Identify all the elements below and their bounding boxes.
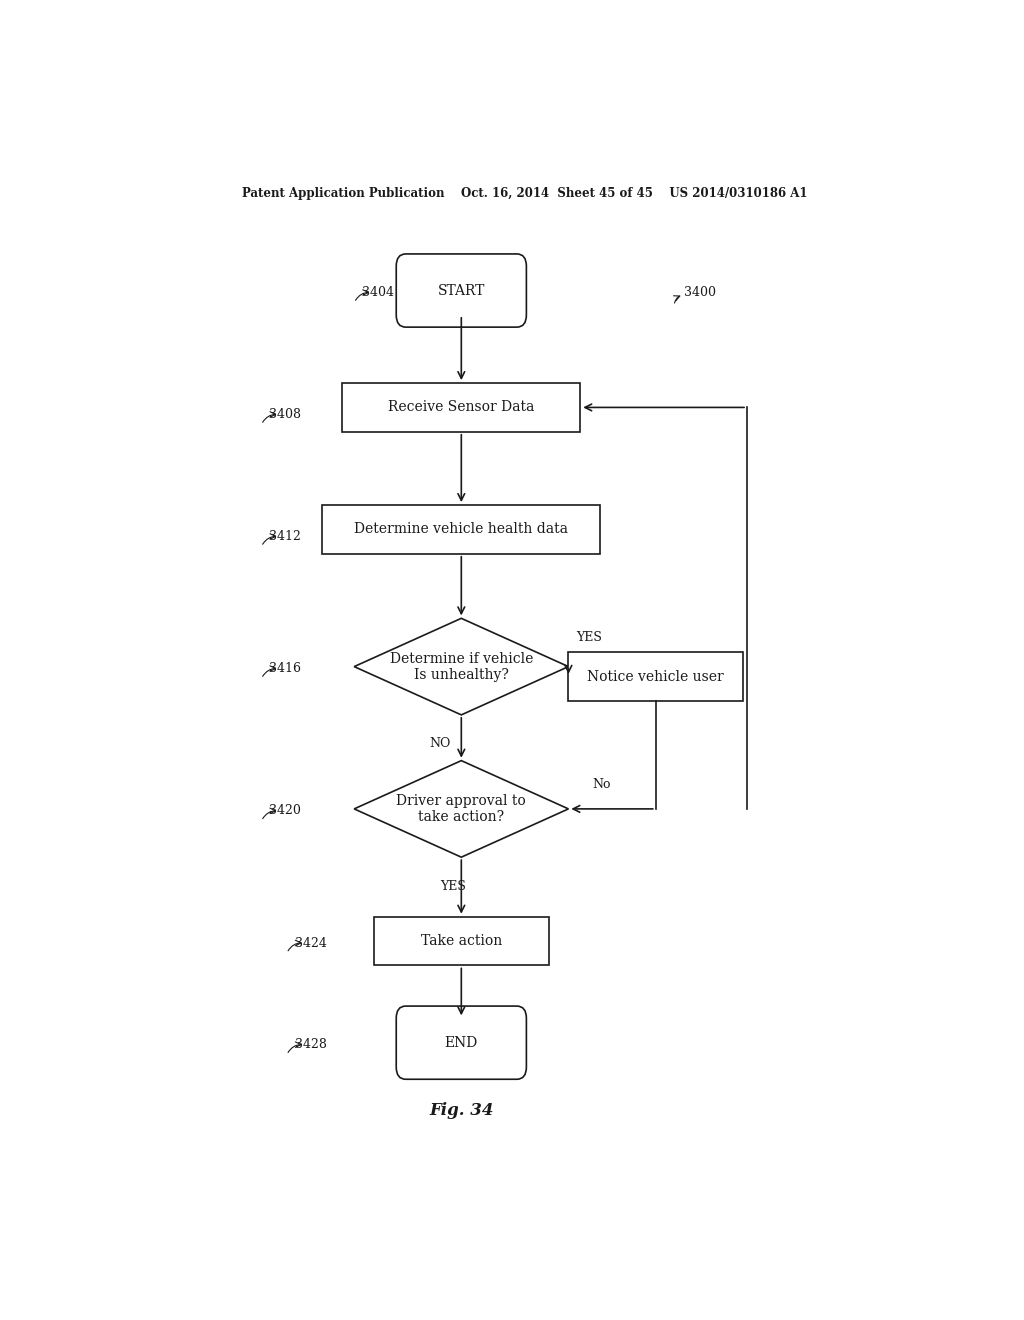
Text: 3412: 3412	[269, 531, 301, 543]
Text: 3400: 3400	[684, 286, 716, 300]
Text: No: No	[592, 777, 610, 791]
Text: YES: YES	[577, 631, 602, 644]
FancyBboxPatch shape	[396, 253, 526, 327]
Text: YES: YES	[440, 879, 466, 892]
Text: 3404: 3404	[362, 286, 394, 300]
Text: 3420: 3420	[269, 804, 301, 817]
Bar	[374, 916, 549, 965]
Text: Fig. 34: Fig. 34	[429, 1102, 494, 1119]
Text: NO: NO	[430, 738, 451, 750]
Text: Patent Application Publication    Oct. 16, 2014  Sheet 45 of 45    US 2014/03101: Patent Application Publication Oct. 16, …	[242, 187, 808, 201]
Text: Driver approval to
take action?: Driver approval to take action?	[396, 793, 526, 824]
Text: 3416: 3416	[269, 663, 301, 675]
Text: Receive Sensor Data: Receive Sensor Data	[388, 400, 535, 414]
Text: Determine if vehicle
Is unhealthy?: Determine if vehicle Is unhealthy?	[389, 652, 534, 681]
Polygon shape	[354, 618, 568, 715]
Text: END: END	[444, 1036, 478, 1049]
Text: START: START	[437, 284, 485, 297]
Bar	[568, 652, 743, 701]
Polygon shape	[354, 760, 568, 857]
Text: Take action: Take action	[421, 935, 502, 948]
Text: Determine vehicle health data: Determine vehicle health data	[354, 523, 568, 536]
FancyBboxPatch shape	[396, 1006, 526, 1080]
Text: 3424: 3424	[295, 937, 327, 949]
Bar	[342, 383, 581, 432]
Bar	[323, 506, 600, 554]
Text: 3428: 3428	[295, 1039, 327, 1051]
Text: 3408: 3408	[269, 408, 301, 421]
Text: Notice vehicle user: Notice vehicle user	[588, 669, 724, 684]
